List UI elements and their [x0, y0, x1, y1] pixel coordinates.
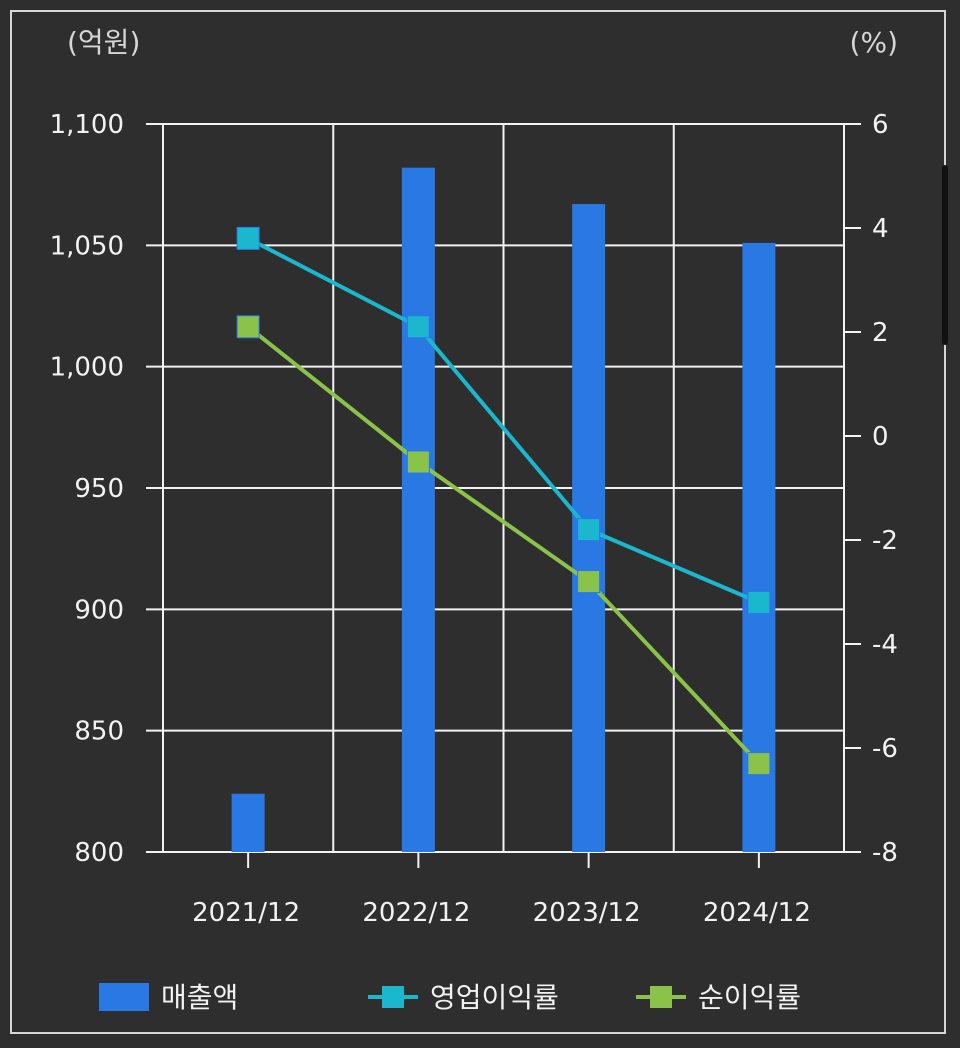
- left-tick-label: 1,100: [50, 110, 124, 140]
- left-tick-label: 950: [74, 474, 124, 504]
- right-tick-label: 2: [872, 318, 889, 348]
- line-series: [236, 226, 771, 776]
- series-point: [747, 590, 771, 614]
- left-tick-label: 850: [74, 717, 124, 747]
- axes: 800 850 900 950 1,000 1,050 1,100 -8 -6 -4 -2 0 2 4 6 2…: [50, 110, 898, 928]
- legend-label: 매출액: [161, 981, 238, 1014]
- legend-label: 영업이익률: [430, 981, 559, 1014]
- bar: [401, 167, 435, 852]
- legend-swatch-marker: [650, 986, 672, 1008]
- x-tick-label: 2022/12: [362, 898, 470, 928]
- legend-label: 순이익률: [698, 981, 801, 1014]
- series-point: [236, 226, 260, 250]
- x-tick-label: 2023/12: [533, 898, 641, 928]
- right-tick-label: -2: [872, 526, 898, 556]
- series-point: [236, 315, 260, 339]
- series-line-1: [247, 236, 760, 605]
- series-point: [406, 450, 430, 474]
- x-tick-label: 2024/12: [703, 898, 811, 928]
- right-axis-unit-label: (%): [850, 26, 898, 59]
- right-tick-label: 4: [872, 214, 889, 244]
- left-axis-unit-label: (억원): [67, 26, 140, 59]
- series-point: [577, 518, 601, 542]
- left-tick-label: 900: [74, 595, 124, 625]
- legend: 매출액 영업이익률 순이익률: [99, 981, 801, 1014]
- series-point: [406, 315, 430, 339]
- legend-swatch-bar: [99, 983, 149, 1011]
- left-tick-label: 1,000: [50, 353, 124, 383]
- left-tick-label: 800: [74, 838, 124, 868]
- series-point: [747, 752, 771, 776]
- right-tick-label: -4: [872, 630, 898, 660]
- legend-swatch-marker: [382, 986, 404, 1008]
- left-tick-label: 1,050: [50, 231, 124, 261]
- chart-frame: [10, 10, 946, 1034]
- scrollbar[interactable]: [942, 165, 948, 345]
- right-tick-label: -8: [872, 838, 898, 868]
- right-tick-label: 0: [872, 422, 889, 452]
- right-tick-label: -6: [872, 734, 898, 764]
- series-line-2: [246, 325, 761, 765]
- right-tick-label: 6: [872, 110, 889, 140]
- series-point: [577, 570, 601, 594]
- x-tick-label: 2021/12: [192, 898, 300, 928]
- bar: [231, 793, 265, 852]
